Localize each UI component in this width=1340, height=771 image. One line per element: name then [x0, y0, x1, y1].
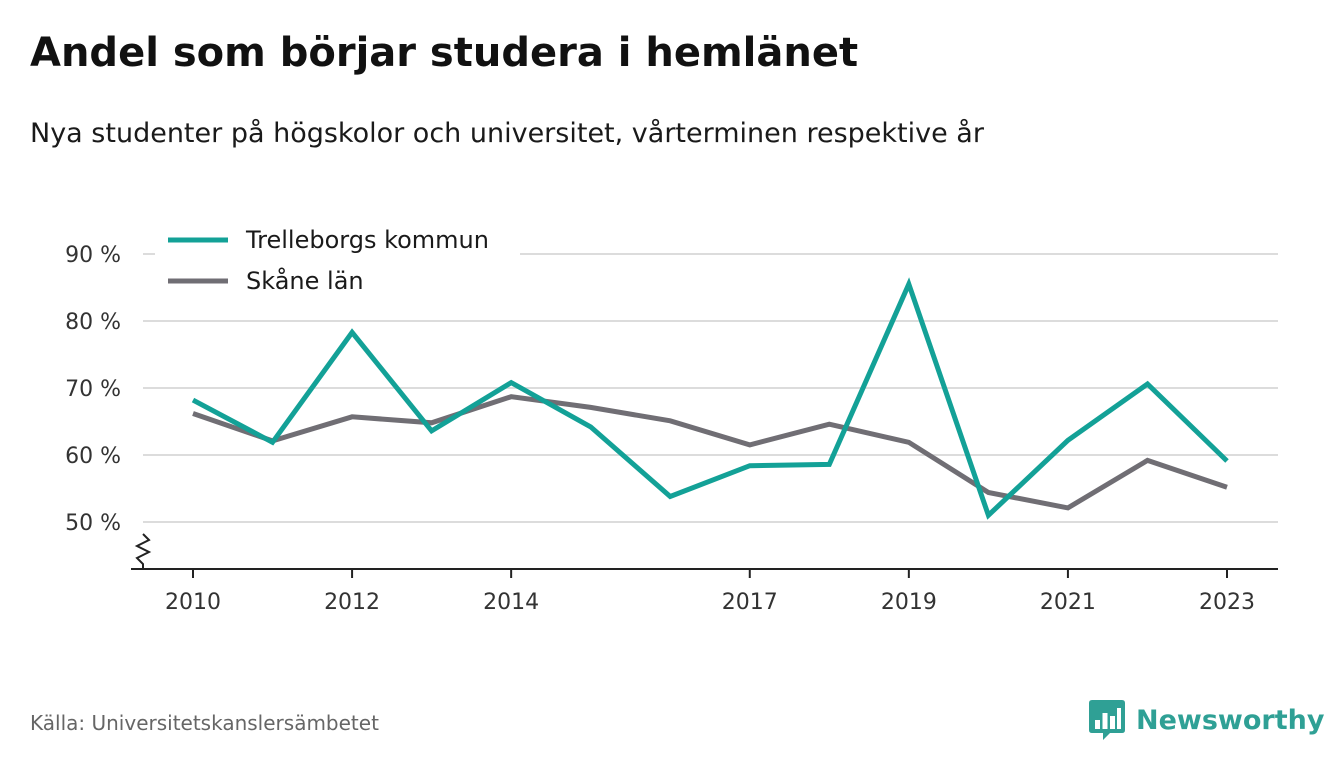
bar-chart-speech-bubble-icon — [1089, 700, 1125, 740]
source-note: Källa: Universitetskanslersämbetet — [30, 711, 379, 735]
y-tick-label: 50 % — [65, 511, 121, 536]
legend-background — [155, 222, 520, 304]
y-tick-label: 60 % — [65, 444, 121, 469]
legend-label: Skåne län — [246, 266, 364, 295]
series-line-1 — [192, 394, 1228, 511]
y-axis-break — [134, 533, 152, 569]
x-tick-label: 2019 — [881, 590, 937, 615]
page-subtitle: Nya studenter på högskolor och universit… — [30, 118, 984, 149]
series-line-0 — [191, 277, 1229, 520]
y-tick-label: 80 % — [65, 310, 121, 335]
x-tick-label: 2021 — [1040, 590, 1096, 615]
page-title: Andel som börjar studera i hemlänet — [30, 30, 859, 76]
x-tick-label: 2010 — [165, 590, 221, 615]
legend-label: Trelleborgs kommun — [245, 226, 489, 254]
y-tick-label: 90 % — [65, 243, 121, 268]
x-tick-label: 2023 — [1199, 590, 1255, 615]
y-tick-label: 70 % — [65, 377, 121, 402]
x-tick-label: 2012 — [324, 590, 380, 615]
brand-logo: Newsworthy — [1088, 698, 1324, 742]
x-tick-label: 2014 — [483, 590, 539, 615]
brand-name: Newsworthy — [1136, 704, 1325, 736]
line-chart: 50 % 60 % 70 % 80 % 90 % 2010 2012 2014 2017 2019… — [65, 222, 1278, 615]
x-tick-label: 2017 — [722, 590, 778, 615]
